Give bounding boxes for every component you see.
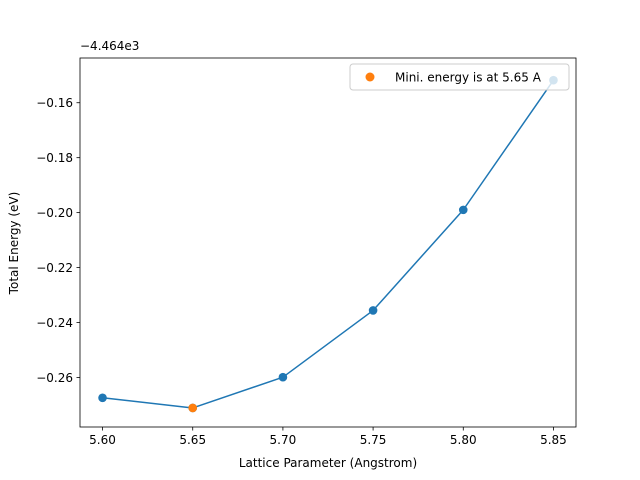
x-tick-label: 5.60: [89, 433, 116, 447]
series-line: [102, 79, 555, 409]
y-tick-label: −0.26: [36, 371, 73, 385]
data-point: [368, 306, 378, 315]
legend-label: Mini. energy is at 5.65 A: [395, 71, 542, 85]
data-point: [278, 372, 288, 382]
legend-frame: [349, 63, 570, 91]
y-tick-label: −0.24: [36, 316, 73, 330]
x-axis-label: Lattice Parameter (Angstrom): [239, 456, 417, 470]
y-offset-text: −4.464e3: [80, 39, 139, 53]
legend-marker: [365, 72, 375, 82]
data-point: [98, 393, 107, 403]
y-tick-label: −0.18: [36, 151, 73, 165]
x-tick-label: 5.85: [540, 433, 567, 447]
axes-layer: 5.60 5.65 5.70 5.75 5.80 5.85 −0.26 −0.24 −0.22 −…: [36, 57, 577, 447]
x-tick-label: 5.75: [360, 433, 387, 447]
y-axis-label: Total Energy (eV): [7, 192, 21, 296]
y-tick-label: −0.20: [36, 206, 73, 220]
axes-frame: [79, 57, 577, 428]
data-point: [458, 205, 468, 215]
legend: Mini. energy is at 5.65 A: [349, 63, 570, 91]
minimum-point: [188, 403, 198, 413]
x-tick-label: 5.65: [179, 433, 206, 447]
y-tick-label: −0.22: [36, 261, 73, 275]
y-tick-label: −0.16: [36, 96, 73, 110]
x-tick-label: 5.70: [270, 433, 297, 447]
x-tick-label: 5.80: [450, 433, 477, 447]
